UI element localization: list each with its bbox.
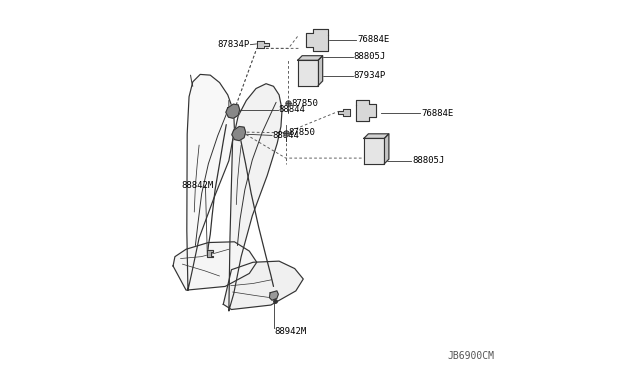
Text: 76884E: 76884E (422, 109, 454, 118)
Text: 88805J: 88805J (412, 156, 445, 165)
Text: JB6900CM: JB6900CM (448, 351, 495, 361)
Text: 88844: 88844 (273, 131, 300, 140)
Polygon shape (229, 84, 282, 311)
Text: 88844: 88844 (278, 105, 305, 114)
Polygon shape (173, 242, 257, 290)
Polygon shape (207, 250, 213, 257)
Polygon shape (298, 60, 318, 86)
Polygon shape (318, 56, 323, 86)
Polygon shape (364, 134, 389, 138)
Text: 87934P: 87934P (354, 71, 386, 80)
Polygon shape (306, 29, 328, 51)
Polygon shape (257, 41, 269, 48)
Polygon shape (269, 291, 278, 300)
Polygon shape (187, 74, 234, 290)
Polygon shape (223, 261, 303, 310)
Text: 87850: 87850 (291, 99, 318, 108)
Polygon shape (338, 109, 350, 116)
Polygon shape (385, 134, 389, 164)
Text: 76884E: 76884E (358, 35, 390, 44)
Text: 88942M: 88942M (275, 327, 307, 336)
Polygon shape (356, 100, 376, 121)
Polygon shape (298, 56, 323, 60)
Text: 87834P: 87834P (217, 40, 250, 49)
Text: 88805J: 88805J (354, 52, 386, 61)
Text: 87850: 87850 (289, 128, 316, 137)
Polygon shape (232, 126, 246, 141)
Polygon shape (226, 104, 239, 118)
Text: 88842M: 88842M (182, 181, 214, 190)
Polygon shape (364, 138, 385, 164)
